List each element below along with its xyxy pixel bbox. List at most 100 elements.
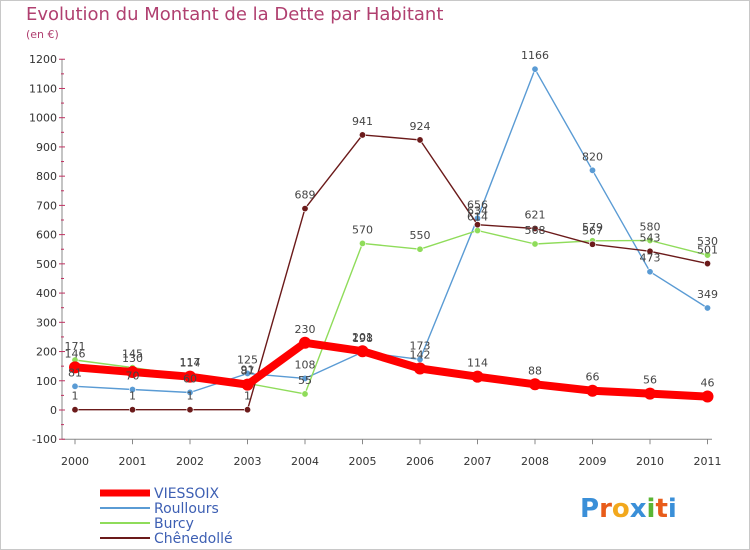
x-tick-label: 2005 bbox=[349, 455, 377, 468]
data-point-viessoix bbox=[644, 387, 656, 400]
data-label-viessoix: 201 bbox=[352, 331, 373, 344]
logo-letter: t bbox=[655, 494, 667, 524]
data-point-viessoix bbox=[701, 390, 714, 403]
data-point-ch-nedoll- bbox=[301, 205, 309, 213]
y-tick-label: 800 bbox=[36, 170, 57, 183]
x-tick-label: 2010 bbox=[636, 455, 664, 468]
y-tick-label: 700 bbox=[36, 199, 57, 212]
y-tick-label: 100 bbox=[36, 375, 57, 388]
data-point-roullours bbox=[646, 268, 654, 276]
data-label-viessoix: 88 bbox=[528, 364, 542, 377]
logo-letter: o bbox=[612, 494, 630, 524]
data-label-viessoix: 87 bbox=[241, 365, 255, 378]
data-label-ch-nedoll-: 621 bbox=[525, 208, 546, 221]
data-label-roullours: 198 bbox=[352, 332, 373, 345]
data-label-burcy: 614 bbox=[467, 211, 488, 224]
data-label-ch-nedoll-: 941 bbox=[352, 115, 373, 128]
series-line-burcy bbox=[74, 229, 709, 395]
data-label-roullours: 60 bbox=[183, 372, 197, 385]
data-point-burcy bbox=[416, 245, 424, 253]
axes: -100 0 100 200 300 400 500 600 700 800 900 1000 1100… bbox=[29, 53, 722, 468]
data-point-ch-nedoll- bbox=[358, 131, 366, 139]
data-label-burcy: 145 bbox=[122, 348, 143, 361]
data-point-ch-nedoll- bbox=[186, 406, 194, 414]
data-label-viessoix: 114 bbox=[180, 357, 201, 370]
data-point-ch-nedoll- bbox=[71, 406, 79, 414]
data-label-viessoix: 114 bbox=[467, 357, 488, 370]
data-label-viessoix: 130 bbox=[122, 352, 143, 365]
x-tick-label: 2004 bbox=[291, 455, 319, 468]
data-label-roullours: 70 bbox=[126, 370, 140, 383]
data-point-burcy bbox=[358, 239, 366, 247]
data-point-burcy bbox=[473, 227, 481, 235]
x-tick-label: 2001 bbox=[119, 455, 147, 468]
data-point-viessoix bbox=[184, 370, 196, 383]
data-label-burcy: 55 bbox=[298, 374, 312, 387]
data-label-burcy: 580 bbox=[640, 220, 661, 233]
data-point-viessoix bbox=[414, 362, 426, 375]
x-tick-label: 2008 bbox=[521, 455, 549, 468]
logo-letter: P bbox=[580, 494, 599, 524]
x-tick-label: 2003 bbox=[234, 455, 262, 468]
logo-letter: r bbox=[599, 494, 612, 524]
data-point-burcy bbox=[646, 236, 654, 244]
data-point-ch-nedoll- bbox=[646, 247, 654, 255]
data-label-burcy: 579 bbox=[582, 221, 603, 234]
data-point-ch-nedoll- bbox=[703, 260, 711, 268]
data-label-ch-nedoll-: 501 bbox=[697, 244, 718, 257]
data-point-roullours bbox=[244, 369, 252, 377]
legend-label-burcy: Burcy bbox=[154, 516, 194, 532]
data-point-roullours bbox=[129, 386, 137, 394]
data-label-burcy: 550 bbox=[410, 229, 431, 242]
y-tick-label: -100 bbox=[32, 433, 57, 446]
data-point-ch-nedoll- bbox=[531, 224, 539, 232]
series-line-viessoix bbox=[71, 338, 712, 401]
y-tick-label: 400 bbox=[36, 287, 57, 300]
x-tick-label: 2000 bbox=[61, 455, 89, 468]
data-point-viessoix bbox=[471, 370, 484, 383]
data-label-roullours: 108 bbox=[295, 358, 316, 371]
data-label-viessoix: 56 bbox=[643, 374, 657, 387]
data-label-roullours: 1166 bbox=[521, 49, 549, 62]
x-tick-label: 2006 bbox=[406, 455, 434, 468]
series-line-roullours bbox=[74, 68, 709, 394]
data-point-ch-nedoll- bbox=[129, 406, 137, 414]
y-tick-label: 600 bbox=[36, 229, 57, 242]
data-point-roullours bbox=[301, 374, 309, 382]
x-tick-label: 2002 bbox=[176, 455, 204, 468]
x-tick-label: 2007 bbox=[464, 455, 492, 468]
data-label-ch-nedoll-: 1 bbox=[187, 390, 194, 403]
data-label-viessoix: 46 bbox=[701, 377, 715, 390]
data-point-viessoix bbox=[356, 345, 369, 358]
data-point-viessoix bbox=[299, 336, 311, 349]
y-tick-label: 1200 bbox=[29, 53, 57, 66]
data-label-ch-nedoll-: 924 bbox=[410, 120, 431, 133]
data-point-viessoix bbox=[529, 378, 541, 391]
data-label-roullours: 81 bbox=[68, 366, 82, 379]
data-point-roullours bbox=[703, 304, 711, 312]
data-point-ch-nedoll- bbox=[244, 406, 252, 414]
data-label-roullours: 473 bbox=[640, 252, 661, 265]
data-label-roullours: 656 bbox=[467, 198, 488, 211]
proxiti-logo: Proxiti bbox=[580, 494, 677, 524]
series-layer bbox=[69, 65, 714, 414]
y-tick-label: 0 bbox=[50, 404, 57, 417]
data-label-roullours: 820 bbox=[582, 150, 603, 163]
data-label-burcy: 91 bbox=[241, 363, 255, 376]
data-label-ch-nedoll-: 1 bbox=[129, 390, 136, 403]
data-label-ch-nedoll-: 567 bbox=[582, 224, 603, 237]
x-tick-label: 2009 bbox=[579, 455, 607, 468]
legend-label-ch-nedoll-: Chênedollé bbox=[154, 531, 233, 547]
data-label-ch-nedoll-: 689 bbox=[295, 189, 316, 202]
data-point-ch-nedoll- bbox=[588, 240, 596, 248]
data-label-viessoix: 66 bbox=[586, 371, 600, 384]
legend-label-viessoix: VIESSOIX bbox=[154, 486, 219, 502]
data-point-burcy bbox=[301, 390, 309, 398]
data-label-viessoix: 142 bbox=[410, 348, 431, 361]
data-point-viessoix bbox=[126, 366, 139, 379]
data-label-viessoix: 146 bbox=[65, 347, 86, 360]
data-point-viessoix bbox=[241, 378, 254, 391]
